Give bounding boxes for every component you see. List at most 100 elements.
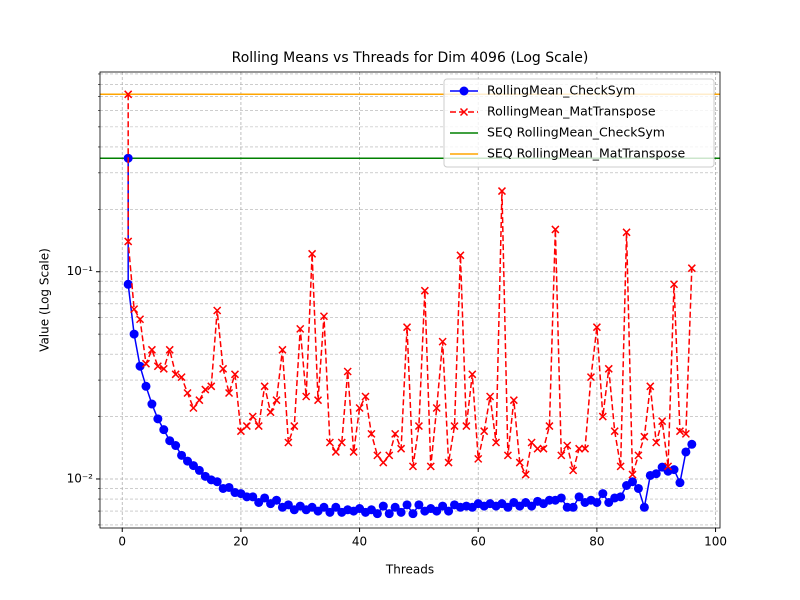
marker xyxy=(432,403,441,413)
legend-marker xyxy=(459,86,469,96)
marker xyxy=(248,412,257,421)
marker xyxy=(183,388,192,398)
marker xyxy=(450,422,459,431)
marker xyxy=(563,441,572,450)
marker xyxy=(687,439,697,449)
marker xyxy=(640,432,649,441)
marker xyxy=(480,427,489,436)
marker xyxy=(177,450,187,460)
marker xyxy=(403,323,412,332)
marker xyxy=(598,412,607,421)
marker xyxy=(622,228,631,237)
marker xyxy=(390,502,400,512)
marker xyxy=(444,506,454,516)
y-tick-label: 10⁻² xyxy=(67,471,94,485)
marker xyxy=(539,444,548,453)
marker xyxy=(260,382,269,391)
marker xyxy=(408,462,417,471)
marker xyxy=(213,306,222,315)
marker xyxy=(171,370,180,379)
marker xyxy=(230,370,240,379)
marker xyxy=(509,396,518,405)
marker xyxy=(551,225,560,234)
marker xyxy=(171,441,181,451)
marker xyxy=(283,500,293,510)
marker xyxy=(574,492,584,502)
marker xyxy=(207,382,216,391)
marker xyxy=(604,364,613,373)
chart-title: Rolling Means vs Threads for Dim 4096 (L… xyxy=(232,50,589,66)
legend-box xyxy=(443,78,715,168)
marker xyxy=(616,462,625,471)
marker xyxy=(545,422,554,431)
marker xyxy=(331,502,341,512)
marker xyxy=(219,364,228,373)
marker xyxy=(296,324,305,333)
marker xyxy=(515,458,524,467)
marker xyxy=(153,362,162,371)
marker xyxy=(408,509,418,519)
marker xyxy=(224,482,234,492)
marker xyxy=(414,422,423,431)
marker xyxy=(474,454,483,463)
marker xyxy=(397,444,406,453)
legend-label: SEQ RollingMean_MatTranspose xyxy=(487,146,685,161)
marker xyxy=(527,438,536,447)
marker xyxy=(634,451,643,460)
marker xyxy=(628,470,637,479)
marker xyxy=(533,444,542,453)
marker xyxy=(302,392,311,401)
x-tick-label: 80 xyxy=(589,535,604,549)
marker xyxy=(159,425,169,435)
marker xyxy=(675,478,685,488)
marker xyxy=(141,359,151,368)
marker xyxy=(159,364,168,373)
marker xyxy=(355,403,364,413)
marker xyxy=(396,507,406,517)
marker xyxy=(248,492,258,502)
marker xyxy=(391,429,400,438)
marker xyxy=(414,500,424,510)
marker xyxy=(153,414,163,424)
marker xyxy=(266,408,275,417)
marker xyxy=(325,438,334,447)
marker xyxy=(420,286,429,295)
marker xyxy=(521,470,530,479)
marker xyxy=(272,396,281,405)
x-tick-label: 20 xyxy=(233,535,248,549)
marker xyxy=(438,501,448,511)
marker xyxy=(658,417,667,426)
legend-label: SEQ RollingMean_CheckSym xyxy=(487,125,665,140)
marker xyxy=(123,279,133,289)
marker xyxy=(557,451,566,460)
marker xyxy=(124,90,133,99)
marker xyxy=(136,315,145,324)
marker xyxy=(331,447,340,456)
marker xyxy=(633,483,643,493)
marker xyxy=(556,493,566,503)
marker xyxy=(651,469,661,479)
marker xyxy=(385,451,394,460)
legend-label: RollingMean_MatTranspose xyxy=(487,104,656,119)
marker xyxy=(568,502,578,512)
marker xyxy=(598,489,608,499)
plot-frame xyxy=(99,71,721,529)
marker xyxy=(314,396,323,405)
marker xyxy=(592,323,601,332)
marker xyxy=(201,385,210,394)
x-tick-label: 100 xyxy=(704,535,727,549)
marker xyxy=(319,502,329,512)
marker xyxy=(225,388,234,398)
marker xyxy=(379,458,388,467)
marker xyxy=(290,422,299,431)
marker xyxy=(272,495,282,505)
marker xyxy=(343,367,352,376)
marker xyxy=(337,438,346,447)
marker xyxy=(616,492,626,502)
marker xyxy=(135,361,145,371)
marker xyxy=(373,451,382,460)
marker xyxy=(278,345,287,354)
marker xyxy=(165,345,174,354)
y-axis-label: Value (Log Scale) xyxy=(38,248,52,352)
marker xyxy=(361,392,370,401)
